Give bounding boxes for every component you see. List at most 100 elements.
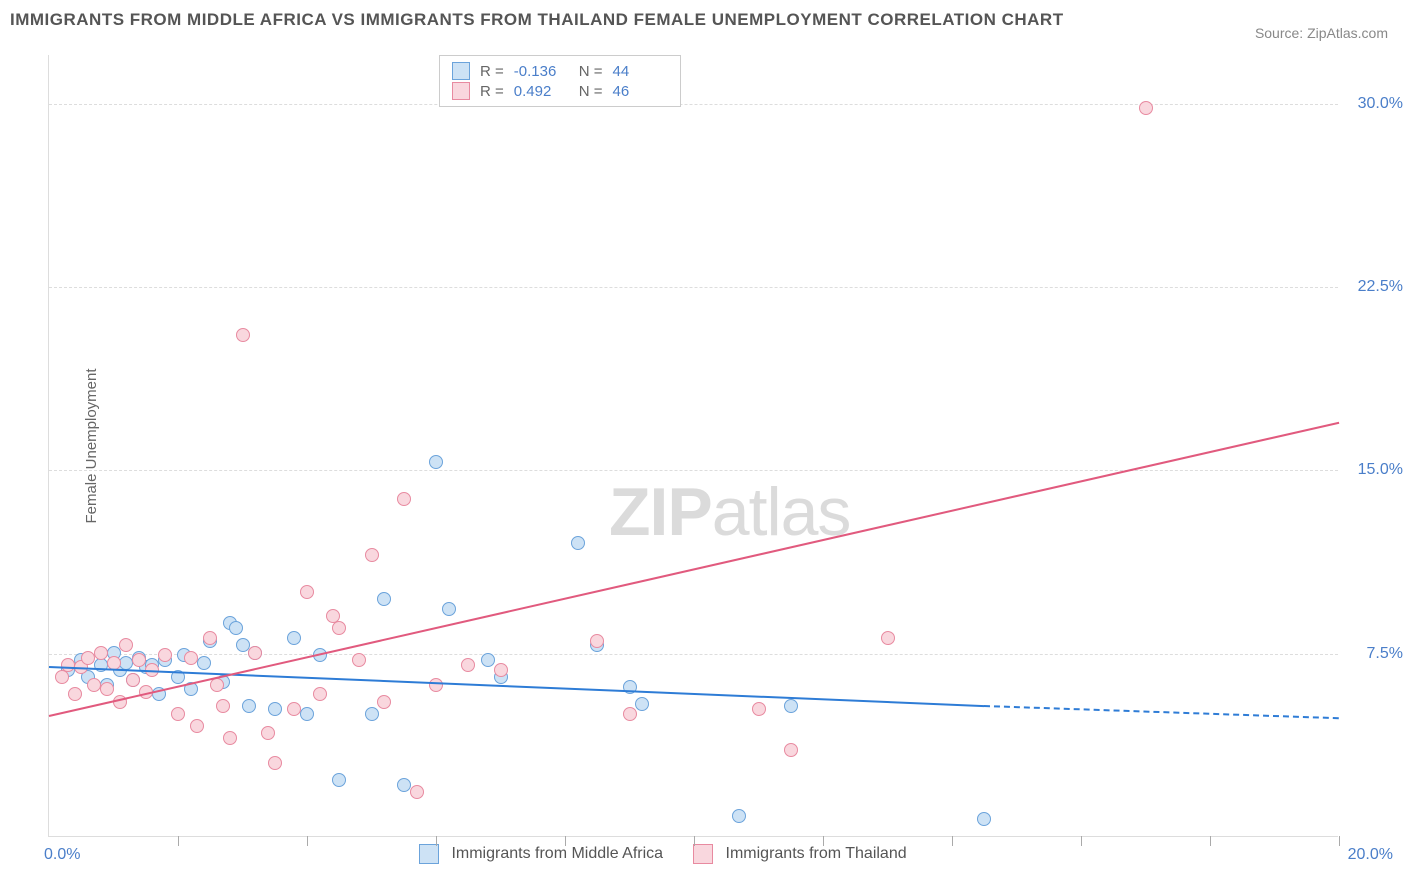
data-point (287, 702, 301, 716)
data-point (352, 653, 366, 667)
x-tick (436, 836, 437, 846)
y-tick-label: 30.0% (1358, 95, 1403, 113)
data-point (429, 678, 443, 692)
data-point (268, 756, 282, 770)
data-point (119, 656, 133, 670)
data-point (190, 719, 204, 733)
trend-line (49, 422, 1339, 717)
n-value-0: 44 (613, 63, 668, 80)
data-point (571, 536, 585, 550)
data-point (1139, 101, 1153, 115)
data-point (81, 651, 95, 665)
data-point (300, 707, 314, 721)
data-point (203, 631, 217, 645)
data-point (332, 773, 346, 787)
chart-title: IMMIGRANTS FROM MIDDLE AFRICA VS IMMIGRA… (10, 10, 1064, 30)
data-point (429, 455, 443, 469)
r-label: R = (480, 83, 504, 100)
data-point (590, 634, 604, 648)
data-point (229, 621, 243, 635)
legend-row-series-1: R = 0.492 N = 46 (452, 82, 668, 100)
y-tick-label: 15.0% (1358, 461, 1403, 479)
data-point (68, 687, 82, 701)
x-tick (952, 836, 953, 846)
data-point (287, 631, 301, 645)
data-point (332, 621, 346, 635)
data-point (442, 602, 456, 616)
trend-line (984, 705, 1339, 719)
data-point (365, 548, 379, 562)
data-point (236, 328, 250, 342)
data-point (410, 785, 424, 799)
data-point (623, 707, 637, 721)
data-point (55, 670, 69, 684)
data-point (397, 492, 411, 506)
n-label: N = (579, 83, 603, 100)
data-point (635, 697, 649, 711)
data-point (365, 707, 379, 721)
data-point (94, 646, 108, 660)
data-point (784, 743, 798, 757)
r-value-1: 0.492 (514, 83, 569, 100)
data-point (784, 699, 798, 713)
data-point (158, 648, 172, 662)
legend-item-0: Immigrants from Middle Africa (419, 844, 663, 864)
legend-item-1: Immigrants from Thailand (693, 844, 907, 864)
data-point (494, 663, 508, 677)
r-label: R = (480, 63, 504, 80)
watermark-logo: ZIPatlas (609, 473, 850, 551)
data-point (100, 682, 114, 696)
data-point (397, 778, 411, 792)
data-point (184, 651, 198, 665)
x-axis-min-label: 0.0% (44, 846, 80, 864)
data-point (752, 702, 766, 716)
legend-swatch-pink (693, 844, 713, 864)
n-label: N = (579, 63, 603, 80)
x-tick (178, 836, 179, 846)
data-point (261, 726, 275, 740)
series-0-name: Immigrants from Middle Africa (451, 845, 663, 862)
data-point (197, 656, 211, 670)
data-point (242, 699, 256, 713)
r-value-0: -0.136 (514, 63, 569, 80)
series-1-name: Immigrants from Thailand (726, 845, 907, 862)
x-tick (1339, 836, 1340, 846)
n-value-1: 46 (613, 83, 668, 100)
data-point (132, 653, 146, 667)
chart-plot-area: ZIPatlas R = -0.136 N = 44 R = 0.492 N =… (48, 55, 1338, 837)
data-point (481, 653, 495, 667)
x-tick (1210, 836, 1211, 846)
legend-row-series-0: R = -0.136 N = 44 (452, 62, 668, 80)
source-attribution: Source: ZipAtlas.com (1255, 25, 1388, 41)
y-tick-label: 7.5% (1367, 645, 1403, 663)
data-point (171, 707, 185, 721)
correlation-legend: R = -0.136 N = 44 R = 0.492 N = 46 (439, 55, 681, 107)
data-point (977, 812, 991, 826)
data-point (881, 631, 895, 645)
data-point (377, 592, 391, 606)
data-point (461, 658, 475, 672)
series-legend: Immigrants from Middle Africa Immigrants… (419, 844, 907, 864)
data-point (87, 678, 101, 692)
data-point (126, 673, 140, 687)
x-tick (307, 836, 308, 846)
x-tick (565, 836, 566, 846)
y-tick-label: 22.5% (1358, 278, 1403, 296)
x-axis-max-label: 20.0% (1348, 846, 1393, 864)
data-point (223, 731, 237, 745)
x-tick (694, 836, 695, 846)
data-point (61, 658, 75, 672)
x-tick (823, 836, 824, 846)
data-point (248, 646, 262, 660)
legend-swatch-pink (452, 82, 470, 100)
data-point (377, 695, 391, 709)
data-point (313, 687, 327, 701)
data-point (119, 638, 133, 652)
grid-line (49, 287, 1338, 288)
data-point (236, 638, 250, 652)
data-point (268, 702, 282, 716)
x-tick (1081, 836, 1082, 846)
data-point (300, 585, 314, 599)
legend-swatch-blue (419, 844, 439, 864)
data-point (326, 609, 340, 623)
